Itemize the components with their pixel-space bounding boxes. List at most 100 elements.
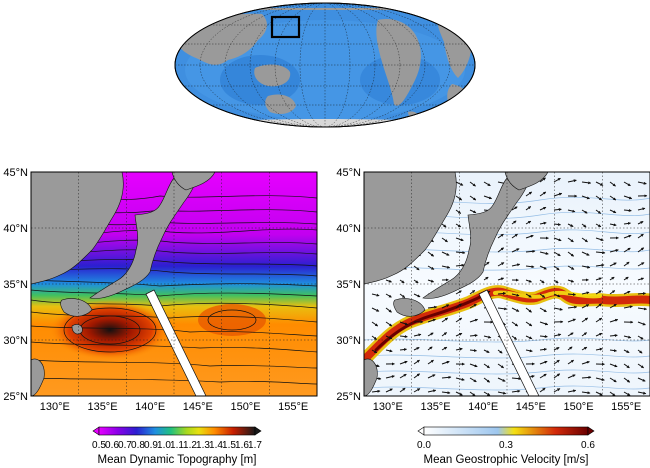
velocity-arrow — [511, 377, 522, 381]
velocity-arrow — [581, 265, 591, 269]
lon-label: 145°E — [516, 401, 546, 413]
velocity-arrow — [469, 181, 476, 187]
lat-label: 45°N — [336, 167, 361, 179]
velocity-arrow — [497, 391, 507, 395]
velocity-arrow — [511, 293, 520, 297]
velocity-arrow — [581, 304, 590, 309]
velocity-arrow — [623, 335, 632, 339]
velocity-arrow — [469, 303, 477, 309]
velocity-arrow — [637, 181, 647, 185]
velocity-arrow — [567, 223, 574, 227]
velocity-arrow — [539, 387, 546, 393]
velocity-arrow — [399, 360, 408, 365]
velocity-arrow — [399, 335, 408, 339]
velocity-arrow — [539, 334, 548, 338]
velocity-arrow — [553, 307, 563, 311]
velocity-arrow — [581, 223, 587, 228]
velocity-arrow — [497, 277, 505, 281]
velocity-arrow — [609, 318, 619, 323]
velocity-arrow — [525, 293, 532, 298]
velocity-arrow — [595, 263, 605, 267]
velocity-arrow — [399, 293, 406, 299]
velocity-arrow — [595, 391, 603, 396]
velocity-arrow — [637, 363, 645, 369]
velocity-arrow — [455, 237, 464, 242]
colorbar-tick-label: 0.0 — [417, 440, 431, 451]
velocity-arrow — [595, 317, 603, 323]
velocity-arrow — [385, 375, 395, 379]
velocity-arrow — [441, 251, 450, 256]
velocity-arrow — [469, 377, 477, 383]
velocity-arrow — [581, 181, 592, 185]
section-line — [478, 289, 540, 396]
velocity-arrow — [609, 363, 618, 368]
velocity-arrow — [539, 221, 547, 225]
velocity-arrow — [441, 332, 447, 337]
lon-label: 150°E — [230, 401, 260, 413]
velocity-arrow — [623, 221, 631, 225]
velocity-arrow — [413, 265, 420, 271]
velocity-arrow — [567, 292, 576, 296]
velocity-arrow — [469, 391, 476, 396]
velocity-arrow — [567, 305, 578, 309]
velocity-arrow — [623, 261, 630, 267]
velocity-arrow — [539, 373, 547, 379]
velocity-arrow — [385, 388, 393, 393]
velocity-arrow — [497, 262, 505, 267]
velocity-arrow — [581, 391, 591, 395]
velocity-arrow — [469, 334, 478, 338]
velocity-arrow — [525, 349, 533, 353]
velocity-arrow — [371, 349, 378, 354]
velocity-arrow — [511, 263, 521, 267]
velocity-arrow — [441, 360, 450, 365]
velocity-arrow — [455, 263, 465, 267]
velocity-arrow — [539, 206, 547, 211]
globe-graticule — [175, 3, 475, 127]
velocity-arrow — [455, 347, 463, 351]
velocity-arrow — [609, 262, 617, 267]
mdt-colorbar-label: Mean Dynamic Topography [m] — [98, 454, 257, 466]
velocity-arrow — [623, 363, 630, 369]
velocity-arrow — [595, 181, 604, 186]
velocity-arrow — [455, 332, 463, 337]
velocity-arrow — [371, 307, 380, 312]
lon-label: 145°E — [183, 401, 213, 413]
velocity-arrow — [553, 359, 560, 365]
velocity-arrow — [455, 317, 463, 323]
velocity-arrow — [553, 223, 561, 226]
velocity-arrow — [455, 209, 462, 214]
lon-label: 135°E — [420, 401, 450, 413]
velocity-arrow — [553, 237, 562, 242]
velocity-arrow — [441, 223, 447, 228]
colorbar-tick-label: 0.6 — [105, 440, 119, 451]
velocity-arrow — [413, 279, 419, 284]
velocity-arrow — [525, 265, 535, 269]
lon-label: 155°E — [611, 401, 641, 413]
velocity-arrow — [553, 347, 560, 351]
velocity-arrow — [525, 335, 533, 340]
velocity-arrow — [553, 251, 561, 257]
velocity-arrow — [581, 195, 590, 200]
velocity-arrow — [511, 335, 518, 340]
velocity-arrow — [441, 375, 452, 379]
velocity-arrow — [469, 289, 476, 295]
velocity-arrow — [539, 307, 547, 313]
velocity-arrow — [581, 332, 588, 337]
velocity-arrow — [623, 247, 631, 253]
velocity-arrow — [553, 279, 559, 284]
colorbar-tick-label: 1.0 — [157, 440, 171, 451]
velocity-grid — [364, 172, 650, 396]
velocity-arrow — [483, 363, 490, 369]
lat-label: 35°N — [336, 279, 361, 291]
velocity-arrow — [455, 290, 462, 295]
velocity-arrow — [483, 377, 491, 383]
velocity-arrow — [455, 223, 462, 228]
velocity-arrow — [623, 290, 631, 295]
velocity-arrow — [497, 377, 506, 382]
velocity-arrow — [497, 291, 506, 295]
lon-label: 140°E — [468, 401, 498, 413]
velocity-arrow — [609, 303, 617, 309]
lat-label: 40°N — [3, 223, 28, 235]
velocity-arrow — [637, 292, 646, 296]
velocity-arrow — [511, 233, 518, 239]
